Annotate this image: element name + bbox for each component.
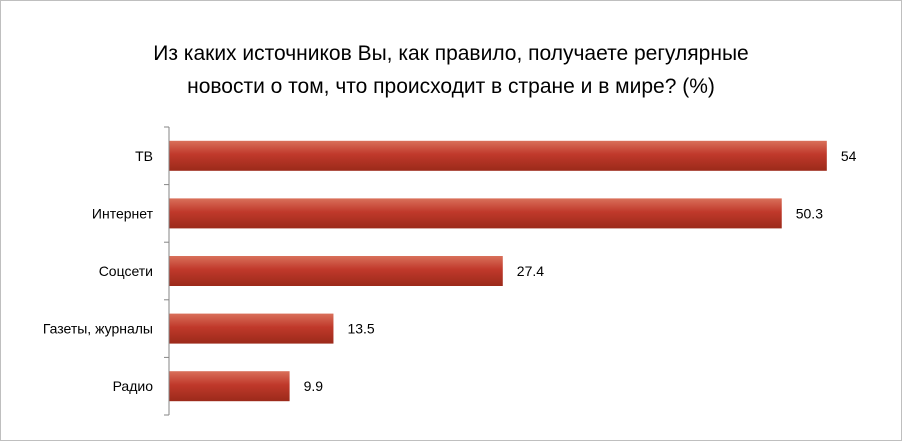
bar-0 xyxy=(169,140,827,171)
category-label-3: Газеты, журналы xyxy=(43,321,153,337)
category-label-0: ТВ xyxy=(135,148,153,164)
bar-4 xyxy=(169,371,290,402)
chart-title-line-1: Из каких источников Вы, как правило, пол… xyxy=(153,42,749,65)
bar-1 xyxy=(169,198,782,229)
category-label-4: Радио xyxy=(113,378,154,394)
value-label-1: 50.3 xyxy=(796,205,823,221)
value-label-3: 13.5 xyxy=(347,321,374,337)
value-label-0: 54 xyxy=(841,148,857,164)
chart-title: Из каких источников Вы, как правило, пол… xyxy=(1,37,901,103)
value-label-2: 27.4 xyxy=(517,263,544,279)
category-label-2: Соцсети xyxy=(99,263,153,279)
bar-3 xyxy=(169,313,334,344)
bar-2 xyxy=(169,256,503,286)
chart-title-line-2: новости о том, что происходит в стране и… xyxy=(187,75,715,98)
value-label-4: 9.9 xyxy=(304,378,324,394)
category-label-1: Интернет xyxy=(92,205,154,221)
